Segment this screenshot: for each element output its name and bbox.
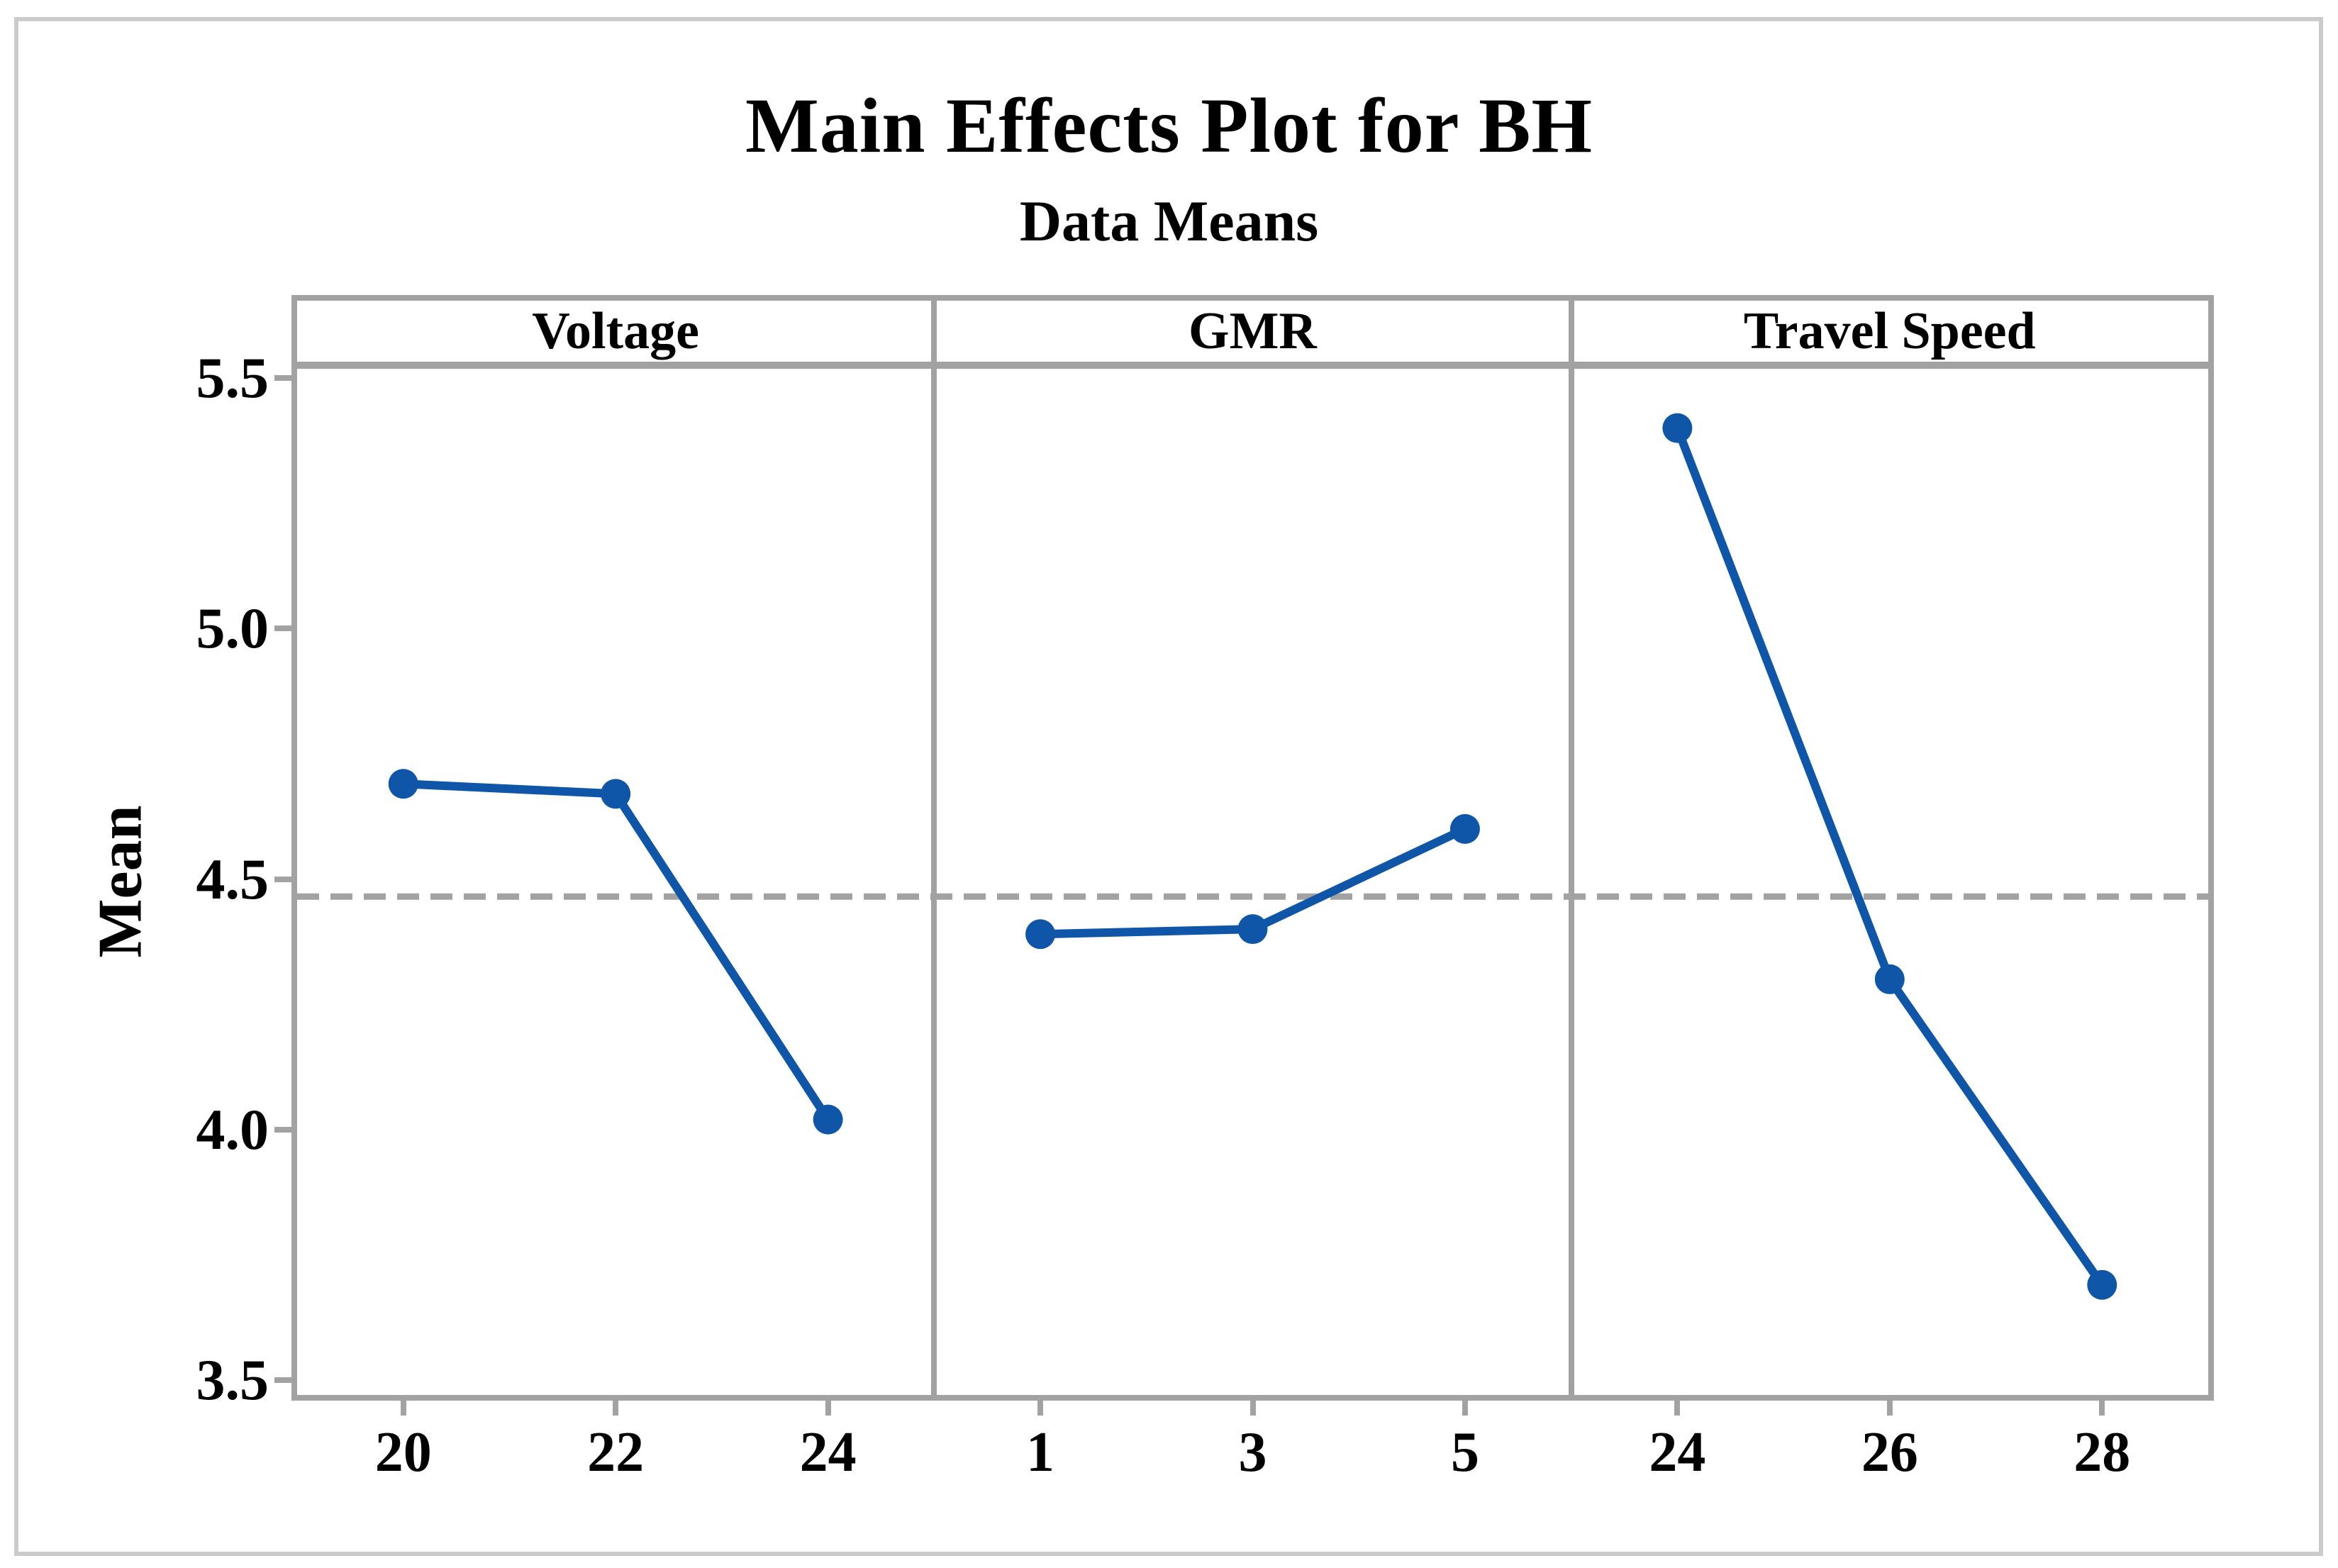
x-axis-tick-label: 24 <box>1649 1421 1706 1484</box>
x-axis-tick <box>1249 1399 1256 1416</box>
series-line-travel-speed <box>1673 426 2106 1288</box>
panel-header-separator <box>297 362 2208 369</box>
y-axis-tick <box>274 1126 293 1133</box>
y-axis-tick <box>274 876 293 882</box>
data-point-marker <box>1449 813 1480 844</box>
data-point-marker <box>1025 919 1056 950</box>
data-point-marker <box>1237 914 1268 945</box>
x-axis-tick-label: 20 <box>374 1421 432 1484</box>
x-axis-tick <box>825 1399 831 1416</box>
x-axis-tick <box>1674 1399 1681 1416</box>
panel-header-gmr: GMR <box>1189 302 1317 360</box>
data-point-marker <box>2087 1269 2117 1300</box>
x-axis-tick <box>1037 1399 1044 1416</box>
y-axis-tick <box>274 625 293 632</box>
x-axis-tick <box>2099 1399 2105 1416</box>
panel-divider <box>931 301 937 1395</box>
x-axis-tick-label: 26 <box>1861 1421 1918 1484</box>
data-point-marker <box>1874 964 1905 994</box>
y-axis-tick-label: 5.5 <box>196 345 269 410</box>
x-axis-tick <box>1886 1399 1893 1416</box>
chart-title: Main Effects Plot for BH <box>745 82 1593 169</box>
x-axis-tick-label: 22 <box>587 1421 645 1484</box>
y-axis-tick-label: 5.0 <box>196 596 269 661</box>
x-axis-tick-label: 24 <box>799 1421 857 1484</box>
chart-subtitle: Data Means <box>1019 189 1319 253</box>
y-axis-tick <box>274 375 293 381</box>
series-line-voltage <box>403 779 832 1122</box>
data-point-marker <box>1662 413 1693 443</box>
data-point-marker <box>813 1104 843 1135</box>
x-axis-tick-label: 1 <box>1026 1421 1055 1484</box>
y-axis-tick <box>274 1377 293 1383</box>
figure-border <box>14 17 2323 1556</box>
x-axis-tick-label: 5 <box>1450 1421 1479 1484</box>
x-axis-tick <box>1462 1399 1468 1416</box>
x-axis-tick <box>400 1399 406 1416</box>
panel-divider <box>1568 301 1574 1395</box>
line-chart-canvas <box>297 413 2208 1300</box>
y-axis-tick-label: 4.0 <box>196 1096 269 1162</box>
x-axis-tick <box>613 1399 619 1416</box>
panel-header-voltage: Voltage <box>532 302 699 360</box>
y-axis-tick-label: 4.5 <box>196 846 269 911</box>
x-axis-tick-label: 3 <box>1238 1421 1267 1484</box>
data-point-marker <box>601 779 631 809</box>
data-point-marker <box>388 769 418 799</box>
x-axis-tick-label: 28 <box>2073 1421 2131 1484</box>
plot-area: Voltage GMR Travel Speed <box>291 295 2214 1401</box>
y-axis-tick-label: 3.5 <box>196 1347 269 1412</box>
panel-header-travel-speed: Travel Speed <box>1743 302 2036 360</box>
